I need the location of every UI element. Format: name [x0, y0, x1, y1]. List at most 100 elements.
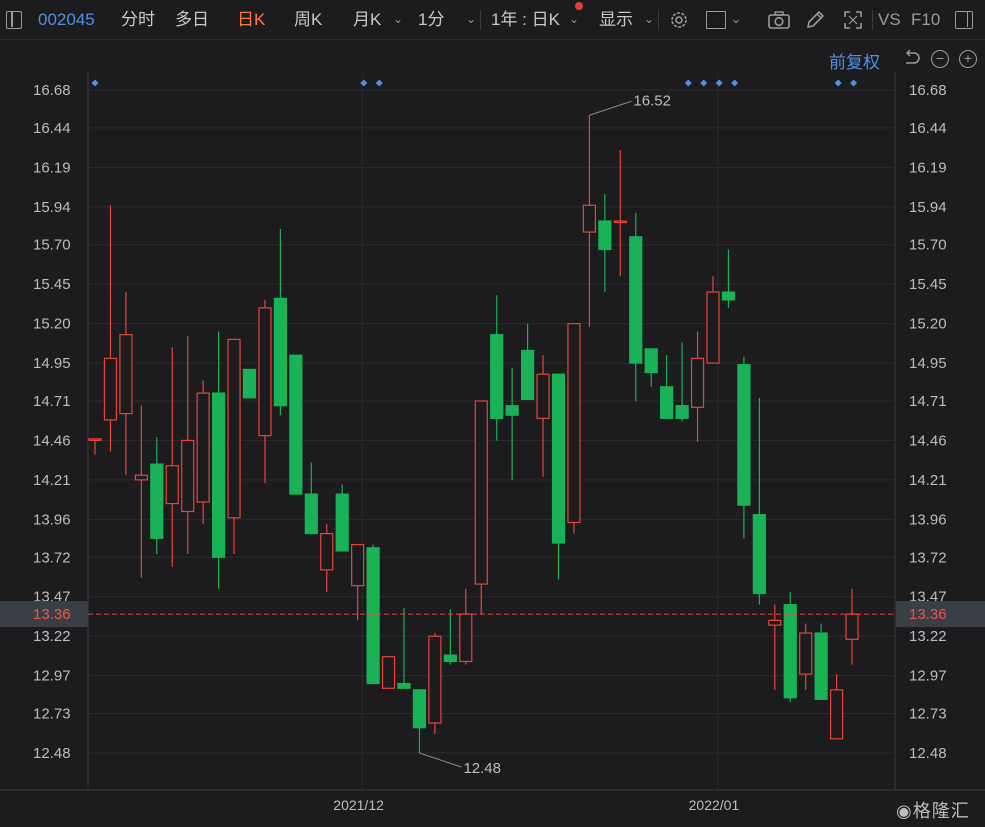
y-tick-label-right: 13.22	[909, 628, 947, 645]
x-tick-label: 2022/01	[689, 797, 740, 813]
zoom-out-icon[interactable]: −	[931, 50, 949, 68]
pencil-icon[interactable]	[804, 9, 826, 31]
candle-body	[660, 386, 674, 419]
min-annotation-line	[419, 752, 462, 768]
candle-body	[181, 439, 195, 513]
chevron-down-icon[interactable]: ⌄	[393, 12, 404, 26]
candle-body	[737, 364, 751, 506]
candle-body	[443, 654, 457, 663]
candle-body	[196, 392, 210, 503]
event-marker-icon	[684, 79, 692, 87]
tab-weekly-k[interactable]: 周K	[294, 10, 323, 29]
event-marker-icon	[834, 79, 842, 87]
stock-code[interactable]: 002045	[38, 10, 95, 29]
f10-button[interactable]: F10	[911, 10, 941, 29]
adjust-mode[interactable]: 前复权	[829, 53, 880, 72]
candle-body	[397, 682, 411, 689]
y-tick-label-right: 12.73	[909, 706, 947, 723]
candle-body	[814, 632, 828, 700]
camera-icon[interactable]	[767, 10, 791, 30]
y-tick-label-right: 14.71	[909, 393, 947, 410]
candle-body	[490, 334, 504, 419]
tab-intraday[interactable]: 分时	[121, 10, 155, 29]
vs-button[interactable]: VS	[878, 10, 901, 29]
x-tick-label: 2021/12	[333, 797, 384, 813]
y-tick-label-left: 12.97	[33, 668, 71, 685]
chevron-down-icon[interactable]: ⌄	[466, 12, 477, 26]
y-tick-label-right: 16.19	[909, 159, 947, 176]
divider	[872, 10, 873, 30]
candle-body	[459, 613, 473, 663]
candle-body	[88, 438, 102, 441]
range-selector[interactable]: 1年 : 日K	[491, 10, 560, 29]
event-marker-icon	[700, 79, 708, 87]
fullscreen-icon[interactable]	[842, 9, 864, 31]
indicator-box-icon[interactable]	[706, 11, 726, 29]
current-price-tag-right	[896, 601, 985, 628]
y-tick-label-left: 13.96	[33, 511, 71, 528]
candle-body	[351, 544, 365, 587]
tab-multiday[interactable]: 多日	[175, 10, 209, 29]
event-marker-icon	[91, 79, 99, 87]
panel-toggle-icon[interactable]	[955, 11, 973, 29]
display-menu[interactable]: 显示	[599, 10, 633, 29]
y-tick-label-right: 13.96	[909, 511, 947, 528]
max-price-label: 16.52	[633, 92, 671, 109]
candle-body	[783, 604, 797, 699]
candle-body	[335, 493, 349, 552]
sidebar-toggle-icon[interactable]	[6, 11, 22, 29]
candle-body	[706, 291, 720, 364]
y-tick-label-left: 12.73	[33, 706, 71, 723]
tab-monthly-k[interactable]: 月K	[353, 10, 382, 29]
max-annotation-line	[589, 100, 632, 116]
tab-daily-k[interactable]: 日K	[237, 10, 266, 29]
candle-body	[165, 465, 179, 505]
y-tick-label-right: 15.45	[909, 276, 947, 293]
notification-dot	[575, 2, 583, 10]
y-tick-label-left: 15.70	[33, 237, 71, 254]
candle-body	[242, 368, 257, 399]
chevron-down-icon[interactable]: ⌄	[644, 12, 655, 26]
chevron-down-icon[interactable]: ⌄	[731, 12, 742, 26]
candle-body	[304, 493, 318, 535]
candle-body	[150, 463, 164, 539]
chevron-down-icon[interactable]: ⌄	[569, 12, 580, 26]
candle-body	[520, 349, 535, 401]
event-marker-icon	[850, 79, 858, 87]
event-marker-icon	[360, 79, 368, 87]
candle-body	[474, 400, 488, 585]
y-tick-label-left: 16.19	[33, 159, 71, 176]
y-tick-label-right: 16.44	[909, 120, 947, 137]
y-tick-label-left: 15.20	[33, 316, 71, 333]
y-tick-label-left: 13.22	[33, 628, 71, 645]
tab-minute[interactable]: 1分	[418, 10, 445, 29]
event-marker-icon	[375, 79, 383, 87]
zoom-in-icon[interactable]: +	[959, 50, 977, 68]
candle-body	[227, 338, 241, 519]
candle-body	[598, 220, 612, 251]
y-tick-label-left: 16.68	[33, 82, 71, 99]
y-tick-label-left: 13.72	[33, 549, 71, 566]
candle-body	[567, 323, 581, 524]
y-tick-label-right: 14.46	[909, 432, 947, 449]
undo-icon[interactable]	[902, 49, 922, 69]
candle-body	[134, 474, 148, 481]
y-tick-label-right: 12.97	[909, 668, 947, 685]
candle-body	[366, 547, 380, 685]
candle-body	[103, 357, 118, 421]
y-tick-label-left: 15.45	[33, 276, 71, 293]
candle-body	[289, 354, 303, 495]
min-price-label: 12.48	[463, 760, 501, 777]
event-marker-icon	[731, 79, 739, 87]
current-price-label-right: 13.36	[909, 606, 947, 623]
gear-icon[interactable]	[668, 9, 690, 31]
candle-body	[505, 405, 519, 416]
current-price-tag-left	[0, 601, 88, 628]
candle-body	[273, 297, 287, 407]
candle-body	[258, 307, 272, 437]
event-marker-icon	[715, 79, 723, 87]
y-tick-label-right: 15.94	[909, 199, 947, 216]
candle-body	[721, 291, 736, 301]
candle-body	[536, 373, 550, 419]
candle-body	[629, 236, 643, 364]
